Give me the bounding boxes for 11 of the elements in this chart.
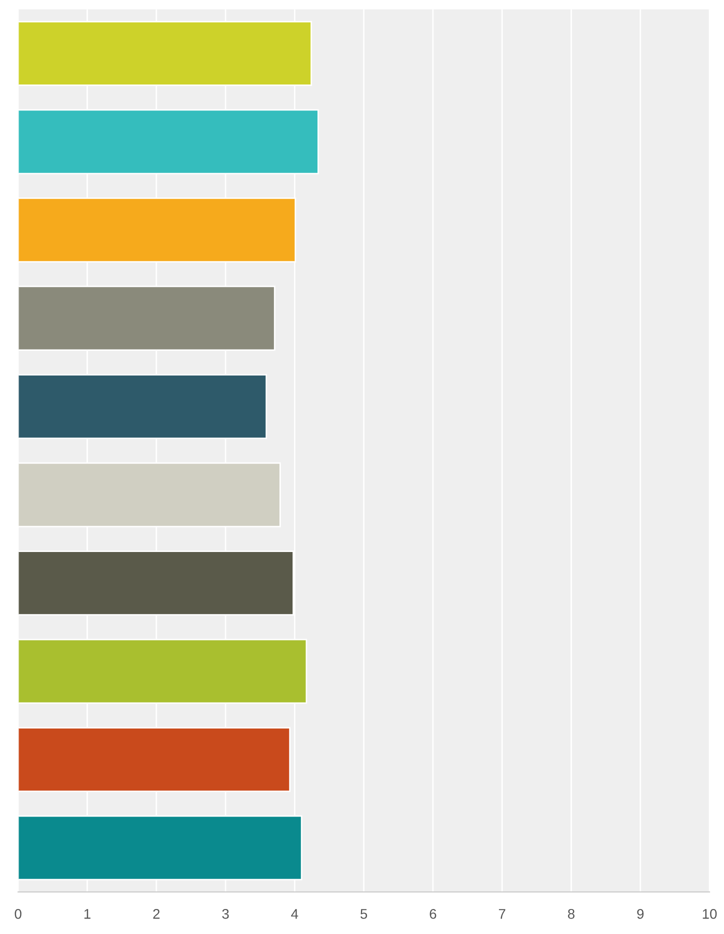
x-tick-label: 1	[84, 909, 90, 919]
x-tick-label: 2	[153, 909, 160, 919]
x-tick-label: 8	[568, 909, 574, 919]
x-tick-label: 4	[291, 909, 298, 919]
x-tick-label: 6	[430, 909, 436, 919]
x-tick-label: 3	[222, 909, 229, 919]
x-tick-label: 0	[14, 909, 22, 919]
x-tick-label: 7	[498, 909, 506, 919]
x-tick-label: 5	[360, 909, 368, 919]
x-tick-label: 10	[702, 909, 717, 919]
x-tick-label: 9	[637, 909, 644, 919]
